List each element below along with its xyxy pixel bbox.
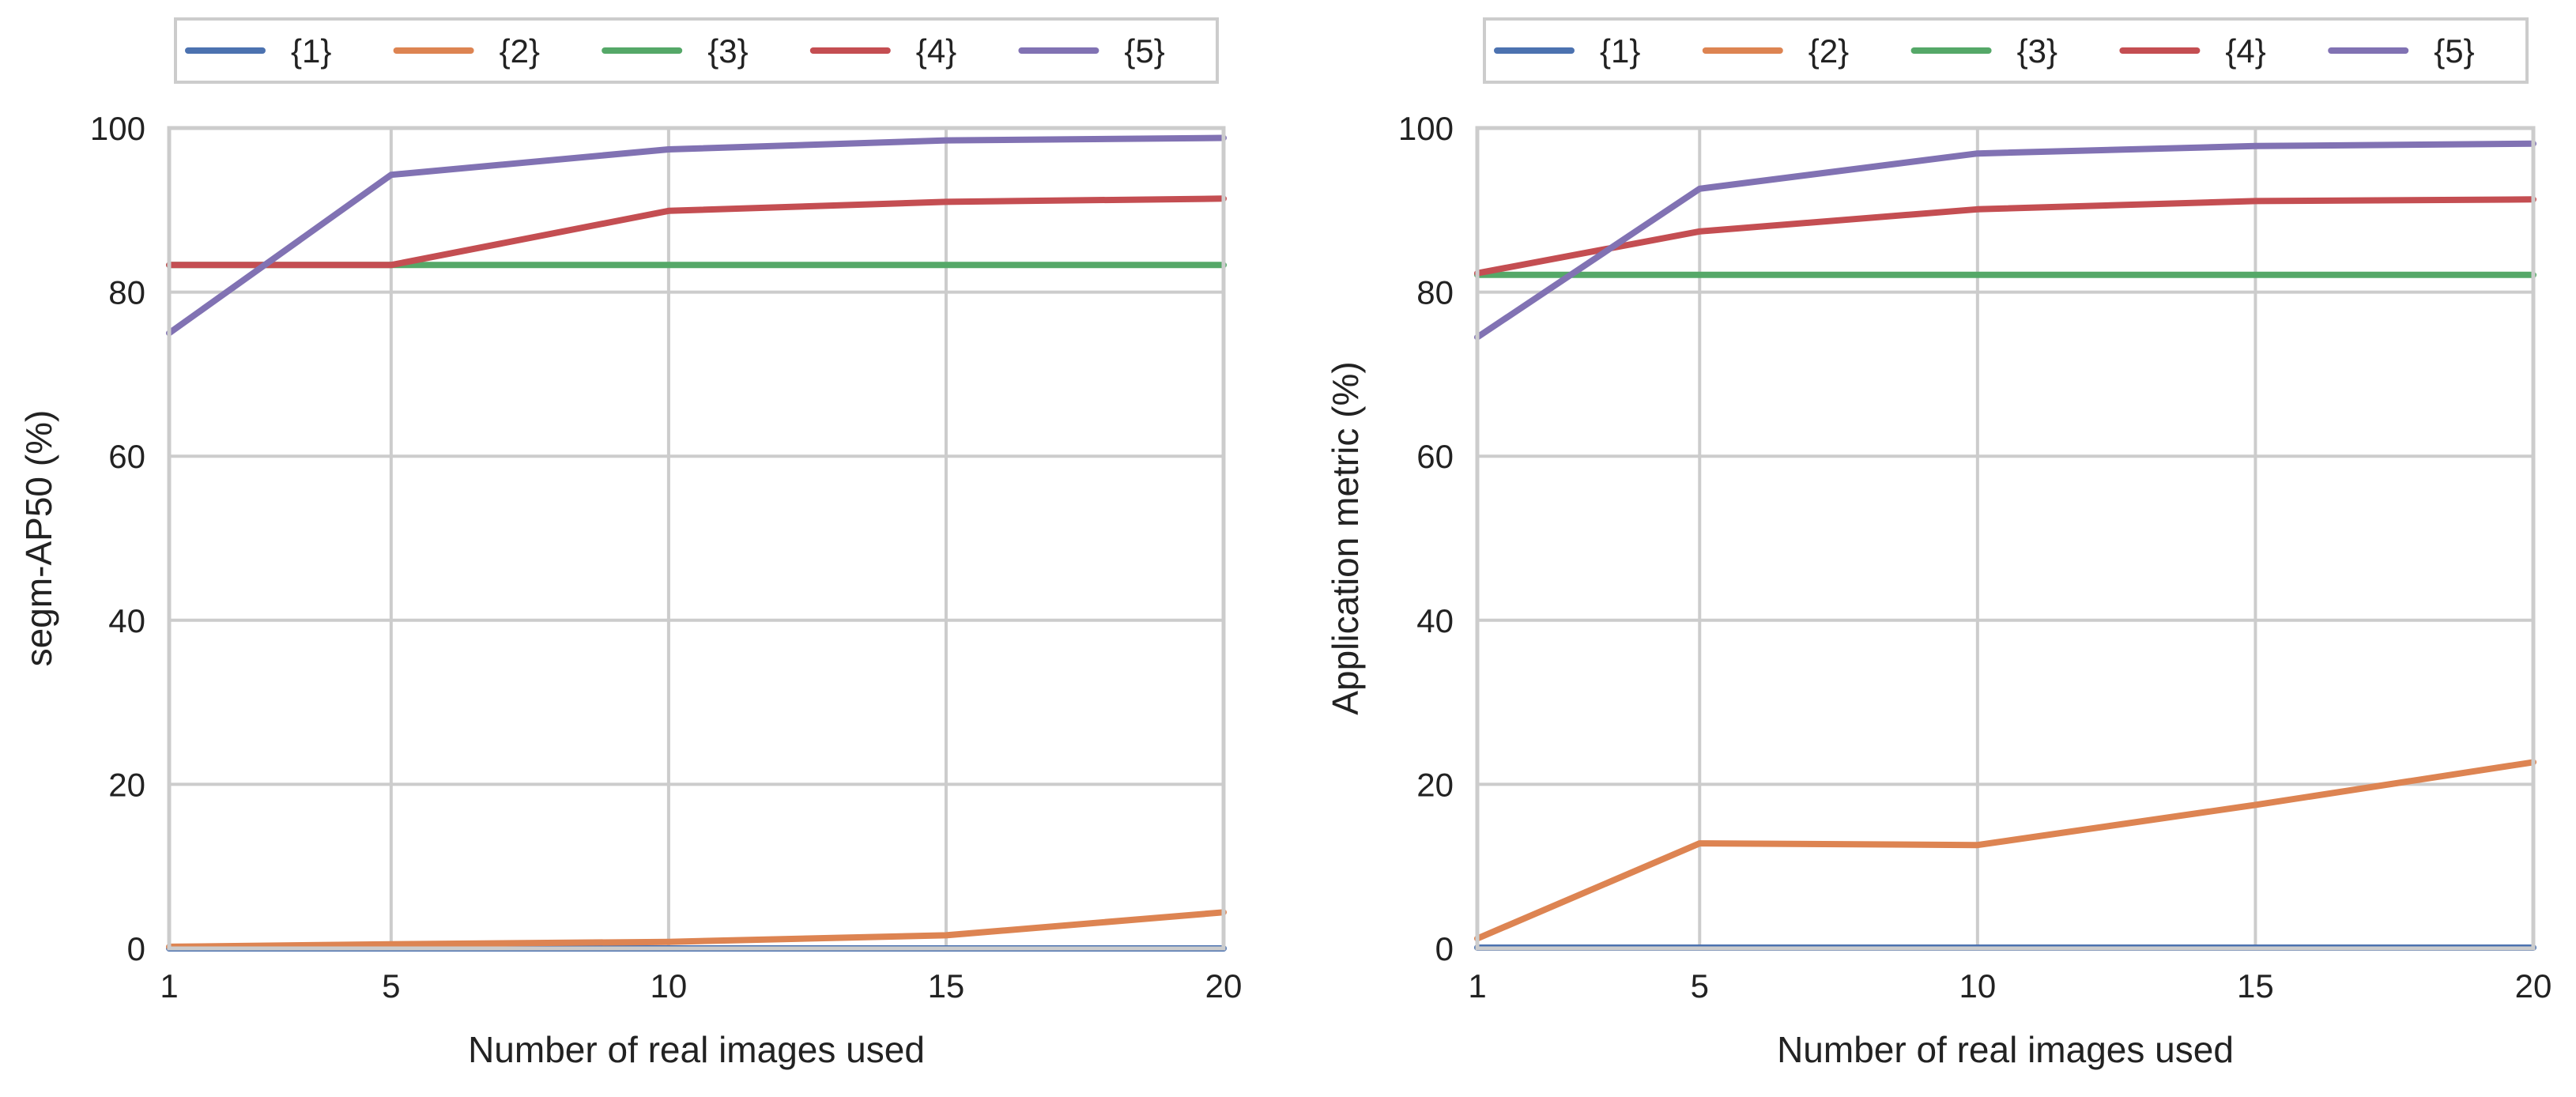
y-axis-label: Application metric (%) bbox=[1325, 361, 1366, 714]
y-tick-label: 0 bbox=[127, 930, 145, 967]
x-tick-label: 1 bbox=[1468, 967, 1486, 1005]
plot-frame bbox=[1475, 126, 2536, 951]
series-line-2 bbox=[1474, 759, 2536, 942]
x-tick-label: 20 bbox=[1205, 967, 1243, 1005]
x-tick-label: 15 bbox=[2237, 967, 2274, 1005]
y-tick-label: 100 bbox=[90, 110, 145, 147]
y-axis-label: segm-AP50 (%) bbox=[18, 410, 59, 667]
series-line-5 bbox=[166, 134, 1227, 337]
x-axis-label: Number of real images used bbox=[468, 1029, 925, 1070]
series-line-2 bbox=[166, 909, 1227, 950]
y-tick-label: 20 bbox=[108, 766, 145, 803]
legend-label-5: {5} bbox=[2434, 32, 2474, 70]
legend: {1} {2} {3} {4} {5} bbox=[174, 17, 1219, 84]
legend-label-4: {4} bbox=[2225, 32, 2265, 70]
series-line-4 bbox=[166, 195, 1227, 269]
plot-frame bbox=[167, 126, 1226, 951]
legend: {1} {2} {3} {4} {5} bbox=[1483, 17, 2529, 84]
legend-label-3: {3} bbox=[707, 32, 748, 70]
legend-label-1: {1} bbox=[291, 32, 331, 70]
series-line-4 bbox=[1474, 196, 2536, 277]
legend-label-2: {2} bbox=[1808, 32, 1849, 70]
legend-label-1: {1} bbox=[1600, 32, 1640, 70]
legend-label-3: {3} bbox=[2017, 32, 2057, 70]
y-tick-label: 0 bbox=[1435, 930, 1454, 967]
x-tick-label: 10 bbox=[651, 967, 688, 1005]
x-tick-label: 1 bbox=[160, 967, 178, 1005]
y-tick-label: 100 bbox=[1398, 110, 1454, 147]
y-tick-label: 40 bbox=[1416, 602, 1454, 639]
x-axis-label: Number of real images used bbox=[1777, 1029, 2234, 1070]
y-tick-label: 80 bbox=[108, 274, 145, 311]
x-tick-label: 5 bbox=[1691, 967, 1709, 1005]
legend-label-2: {2} bbox=[500, 32, 540, 70]
y-tick-label: 60 bbox=[108, 438, 145, 475]
legend-label-4: {4} bbox=[916, 32, 956, 70]
legend-label-5: {5} bbox=[1124, 32, 1164, 70]
y-tick-label: 40 bbox=[108, 602, 145, 639]
x-tick-label: 20 bbox=[2515, 967, 2552, 1005]
x-tick-label: 5 bbox=[382, 967, 400, 1005]
x-tick-label: 15 bbox=[928, 967, 965, 1005]
y-tick-label: 80 bbox=[1416, 274, 1454, 311]
series-line-5 bbox=[1474, 140, 2536, 341]
y-tick-label: 60 bbox=[1416, 438, 1454, 475]
y-tick-label: 20 bbox=[1416, 766, 1454, 803]
x-tick-label: 10 bbox=[1959, 967, 1996, 1005]
